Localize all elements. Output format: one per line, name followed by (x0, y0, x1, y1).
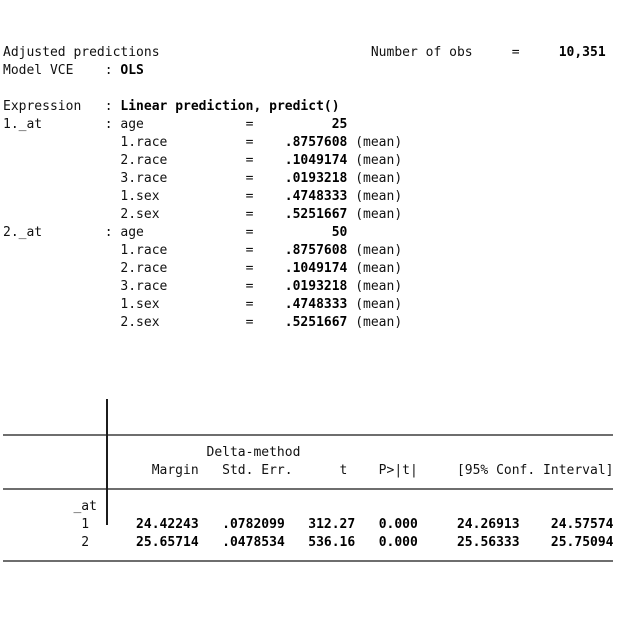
table-top-rule (3, 426, 614, 444)
table-mid-rule (3, 480, 614, 498)
text-run: (mean) (347, 171, 403, 186)
delta-method-label: Delta-method (3, 445, 301, 460)
term-mean-value: .8757608 (253, 243, 348, 258)
term-mean-value: .5251667 (253, 207, 348, 222)
text-run: 2.race = (3, 153, 254, 168)
text-run: 1._at : age = (3, 117, 254, 132)
horizontal-rule (3, 488, 614, 490)
title-line: Adjusted predictions Number of obs = 10,… (3, 44, 624, 62)
term-mean-value: .1049174 (253, 153, 348, 168)
text-run: Model VCE : (3, 63, 121, 78)
text-run: (mean) (347, 279, 403, 294)
term-mean-value: .8757608 (253, 135, 348, 150)
text-run: (mean) (347, 135, 403, 150)
cell-value: 0.000 (355, 517, 418, 532)
cell-value: 24.42243 (112, 517, 199, 532)
cell-value: 25.65714 (112, 535, 199, 550)
table-column-headers: Margin Std. Err. t P>|t| [95% Conf. Inte… (3, 462, 614, 480)
model-vce-line: Model VCE : OLS (3, 62, 624, 80)
text-run: Margin Std. Err. t P>|t| [95% Conf. Inte… (3, 463, 614, 478)
at-term-line: 1.sex = .4748333 (mean) (3, 188, 624, 206)
text-run: _at (3, 499, 97, 514)
results-table: Delta-method Margin Std. Err. t P>|t| [9… (3, 390, 614, 624)
cell-value: 25.75094 (519, 535, 614, 550)
text-run: (mean) (347, 261, 403, 276)
term-mean-value: .0193218 (253, 279, 348, 294)
at-term-line: 2.race = .1049174 (mean) (3, 152, 624, 170)
table-row: 2 25.65714 .0478534 536.16 0.000 25.5633… (3, 534, 613, 552)
number-of-obs-value: 10,351 (519, 45, 606, 60)
results-table-lines: Delta-method Margin Std. Err. t P>|t| [9… (3, 426, 614, 570)
expression-value: Linear prediction, predict() (120, 99, 340, 114)
cell-value: .0478534 (198, 535, 285, 550)
cell-value: 0.000 (355, 535, 418, 550)
text-run: 1.race = (3, 135, 254, 150)
expression-line: Expression : Linear prediction, predict(… (3, 98, 624, 116)
text-run: Expression : (3, 99, 121, 114)
term-mean-value: .4748333 (253, 189, 348, 204)
cell-value: 536.16 (284, 535, 356, 550)
text-run: 3.race = (3, 171, 254, 186)
at-term-line: 1.sex = .4748333 (mean) (3, 296, 624, 314)
table-group-header-line: Delta-method (3, 444, 613, 462)
at-value: 50 (253, 225, 348, 240)
cell-value: .0782099 (198, 517, 285, 532)
at-line: 1._at : age = 25 (3, 116, 624, 134)
cell-value: 24.26913 (417, 517, 520, 532)
at-term-line: 2.sex = .5251667 (mean) (3, 206, 624, 224)
text-run: Adjusted predictions Number of obs = (3, 45, 520, 60)
text-run: 1.race = (3, 243, 254, 258)
horizontal-rule (3, 560, 614, 562)
text-run: 1.sex = (3, 297, 254, 312)
text-run: 2.sex = (3, 207, 254, 222)
text-run: (mean) (347, 297, 403, 312)
at-term-line: 2.race = .1049174 (mean) (3, 260, 624, 278)
cell-value: 312.27 (284, 517, 356, 532)
table-vertical-divider (106, 399, 109, 525)
text-run: (mean) (347, 315, 403, 330)
at-term-line: 3.race = .0193218 (mean) (3, 170, 624, 188)
term-mean-value: .4748333 (253, 297, 348, 312)
table-row-group-label: _at (3, 498, 613, 516)
text-run: 2._at : age = (3, 225, 254, 240)
horizontal-rule (3, 434, 614, 436)
at-term-line: 1.race = .8757608 (mean) (3, 134, 624, 152)
term-mean-value: .1049174 (253, 261, 348, 276)
at-value: 25 (253, 117, 348, 132)
row-label: 2 (3, 535, 113, 550)
at-line: 2._at : age = 50 (3, 224, 624, 242)
cell-value: 25.56333 (417, 535, 520, 550)
table-bottom-rule (3, 552, 614, 570)
model-vce-value: OLS (120, 63, 144, 78)
cell-value: 24.57574 (519, 517, 614, 532)
text-run: 2.sex = (3, 315, 254, 330)
text-run: 3.race = (3, 279, 254, 294)
text-run: (mean) (347, 153, 403, 168)
term-mean-value: .5251667 (253, 315, 348, 330)
at-term-line: 2.sex = .5251667 (mean) (3, 314, 624, 332)
table-row: 1 24.42243 .0782099 312.27 0.000 24.2691… (3, 516, 613, 534)
output-header-block: Adjusted predictions Number of obs = 10,… (3, 44, 624, 350)
text-run: 1.sex = (3, 189, 254, 204)
text-run: (mean) (347, 207, 403, 222)
term-mean-value: .0193218 (253, 171, 348, 186)
text-run: 2.race = (3, 261, 254, 276)
text-run: (mean) (347, 189, 403, 204)
blank-line (3, 332, 624, 350)
row-label: 1 (3, 517, 113, 532)
at-term-line: 3.race = .0193218 (mean) (3, 278, 624, 296)
blank-line (3, 80, 624, 98)
text-run: (mean) (347, 243, 403, 258)
at-term-line: 1.race = .8757608 (mean) (3, 242, 624, 260)
